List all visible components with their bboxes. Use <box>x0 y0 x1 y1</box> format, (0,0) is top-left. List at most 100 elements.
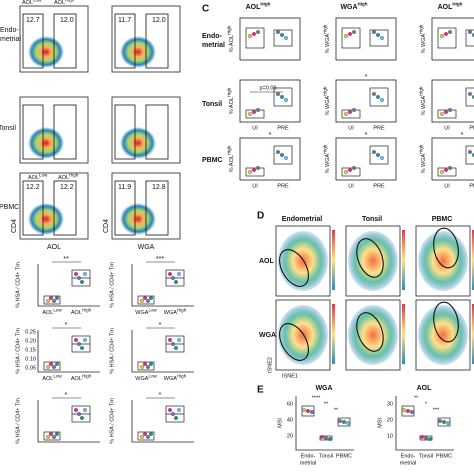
x-label: AOLLow <box>42 374 62 383</box>
gate <box>114 13 136 69</box>
x-label: WGAHigh <box>164 374 187 383</box>
axes <box>131 264 194 307</box>
dot <box>380 98 384 102</box>
y-axis-label: % WGAHigh <box>419 144 428 173</box>
dot <box>49 296 53 300</box>
y-axis-label-sup: High <box>323 86 328 96</box>
dot <box>376 153 380 157</box>
dot <box>440 34 444 38</box>
column-header-base: AOL <box>246 4 262 11</box>
dot <box>348 110 352 114</box>
x-label: PRE <box>373 183 385 189</box>
tsne-cloud <box>418 305 468 365</box>
dot <box>352 166 356 170</box>
dot <box>83 272 87 276</box>
dot <box>348 32 352 36</box>
box <box>437 167 457 177</box>
dot <box>55 362 59 366</box>
x-label-sup: Low <box>53 374 62 379</box>
dot <box>276 30 280 34</box>
gate <box>22 180 44 236</box>
gate <box>53 180 77 236</box>
x-label: UI <box>348 183 354 189</box>
x-label: UI <box>444 125 450 131</box>
gate-label-sup: High <box>69 173 79 178</box>
x-label: PBMC <box>436 453 452 459</box>
row-label: AOL <box>259 258 275 265</box>
row-label: WGA <box>259 332 276 339</box>
x-label-sup: High <box>82 308 92 313</box>
dot <box>352 108 356 112</box>
plot-title: WGA <box>315 385 332 392</box>
gate-label: AOLHigh <box>58 173 79 182</box>
y-axis-label-base: % AOL <box>229 155 235 172</box>
dot <box>376 95 380 99</box>
y-axis-label: % AOLHigh <box>227 25 236 52</box>
significance: * <box>365 132 368 139</box>
y-tick-label: 30 <box>387 401 393 407</box>
y-axis-label: % HSA / CD4+ Tm <box>109 398 115 444</box>
colorbar <box>402 230 405 290</box>
gate <box>114 104 136 160</box>
y-axis-label-sup: High <box>323 144 328 154</box>
y-tick-label: 0.25 <box>25 329 36 335</box>
x-label-base: WGA <box>135 376 148 382</box>
dot <box>324 436 328 440</box>
dot <box>46 299 50 303</box>
dot <box>468 30 472 34</box>
y-tick-label: 0.05 <box>25 365 36 371</box>
box <box>245 167 265 177</box>
axis-label: AOL <box>47 244 61 251</box>
gate-label-sup: Low <box>33 0 42 3</box>
y-axis-label-sup: High <box>227 87 232 97</box>
dot <box>338 419 342 423</box>
x-label: Endo- <box>301 453 316 459</box>
y-axis-label: % WGAHigh <box>419 86 428 115</box>
dot <box>171 276 175 280</box>
dot <box>168 272 172 276</box>
dot <box>444 32 448 36</box>
dot <box>77 342 81 346</box>
tsne-cloud <box>348 231 398 291</box>
dot <box>424 436 428 440</box>
dot <box>77 412 81 416</box>
axes <box>37 400 100 443</box>
box <box>273 29 293 47</box>
axes <box>295 396 354 451</box>
dot <box>280 33 284 37</box>
dot <box>83 408 87 412</box>
gate-value: 11.7 <box>118 17 131 24</box>
gate-value: 12.2 <box>26 184 40 191</box>
cluster-outline <box>356 312 384 352</box>
dot <box>143 296 147 300</box>
dot <box>46 435 50 439</box>
dot <box>146 365 150 369</box>
p-value: p=0.09 <box>260 85 277 91</box>
y-tick-label: 0.20 <box>25 338 36 344</box>
y-axis-label-sup: High <box>419 86 424 96</box>
significance: * <box>65 322 68 329</box>
gate <box>53 104 77 160</box>
dot <box>146 299 150 303</box>
dot <box>276 150 280 154</box>
x-label: PBMC <box>336 453 352 459</box>
row-label: Tonsil <box>202 101 222 108</box>
y-axis-label: % HSA / CD4+ Tm <box>15 328 21 374</box>
significance: * <box>461 132 464 139</box>
tsne-cloud <box>278 305 328 365</box>
x-label-sup: High <box>177 374 187 379</box>
x-label: metrial <box>400 460 417 466</box>
x-label: metrial <box>300 460 317 466</box>
dot <box>448 166 452 170</box>
dot <box>248 170 252 174</box>
x-label: PRE <box>469 125 474 131</box>
dot <box>328 437 332 441</box>
column-header: Tonsil <box>362 216 382 223</box>
gate <box>53 13 77 69</box>
cluster-outline <box>356 238 384 278</box>
x-label: WGALow <box>135 308 157 317</box>
x-label: PRE <box>373 125 385 131</box>
dot <box>46 365 50 369</box>
x-label-base: AOL <box>42 376 53 382</box>
